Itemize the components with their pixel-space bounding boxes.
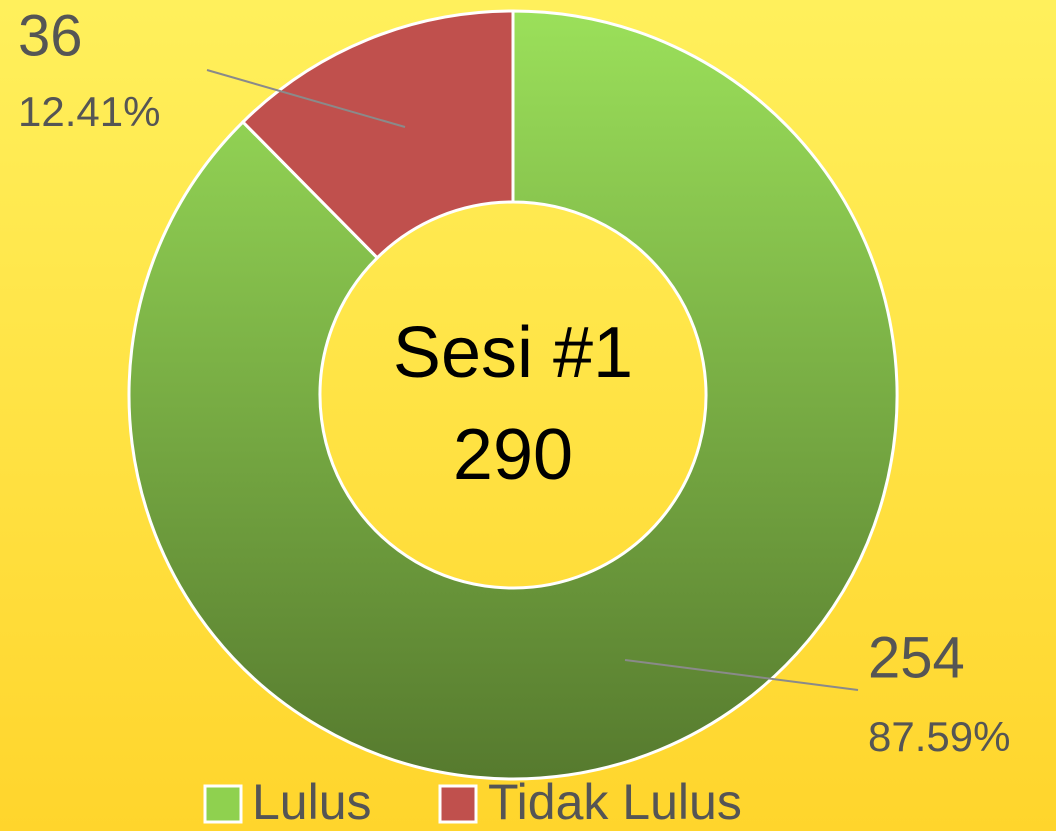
leader-line [206,69,406,128]
value-label: 254 [868,625,965,690]
legend-label: Tidak Lulus [488,774,742,830]
percent-label: 87.59% [868,713,1010,760]
center-total: 290 [453,415,573,495]
legend-swatch [203,784,243,824]
value-label: 36 [18,3,83,68]
legend-label: Lulus [252,774,372,830]
leader-line [624,659,859,691]
percent-label: 12.41% [18,88,160,135]
center-title: Sesi #1 [393,313,633,393]
slice [240,9,515,260]
legend-swatch [438,784,478,824]
